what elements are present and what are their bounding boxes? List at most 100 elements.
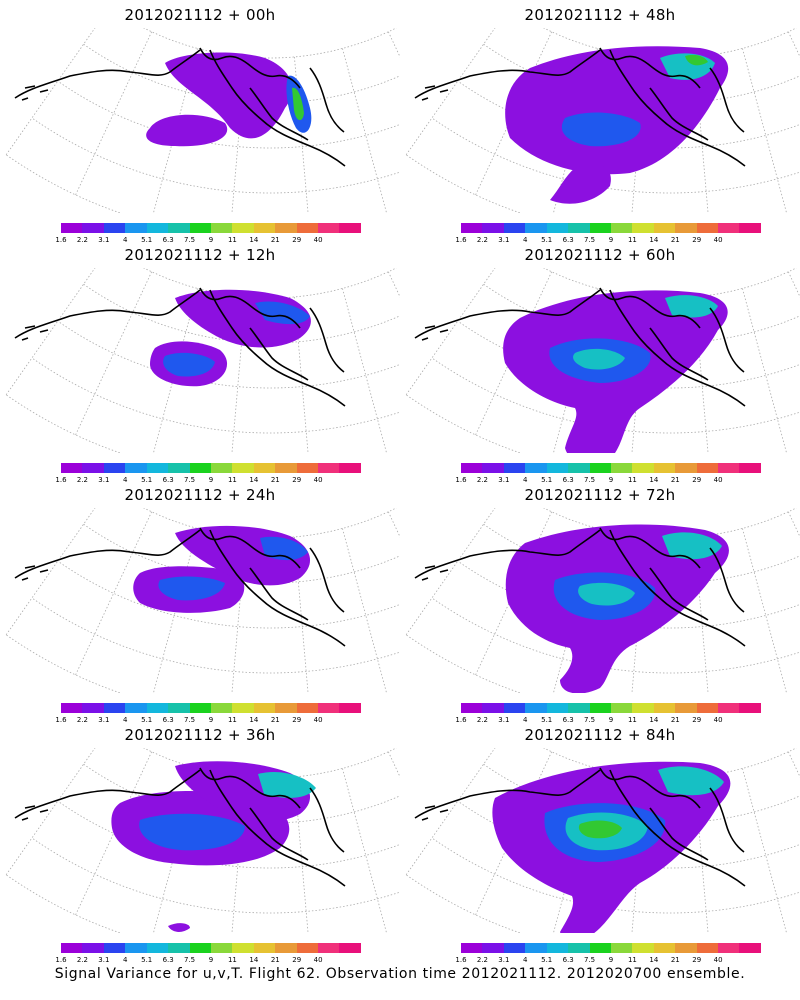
colorbar-tick-label: 21 bbox=[270, 716, 280, 724]
meridian-line bbox=[387, 271, 400, 298]
coastline bbox=[649, 327, 709, 381]
colorbar-tick-label: 29 bbox=[692, 716, 702, 724]
forecast-panel: 2012021112 + 00h 1.6 2.2 3.1 4 5.1 6.3 7.5 9 11 14… bbox=[0, 0, 400, 244]
coastline bbox=[21, 565, 49, 581]
colorbar-swatch bbox=[210, 943, 233, 953]
colorbar-tick-label: 3.1 bbox=[98, 476, 110, 484]
colorbar-swatch bbox=[568, 943, 590, 953]
colorbar-swatch bbox=[610, 703, 633, 713]
forecast-panel: 2012021112 + 36h 1.6 2.2 3.1 4 5.1 6.3 7.5 9 11 14… bbox=[0, 720, 400, 964]
colorbar-tick-label: 1.6 bbox=[455, 476, 467, 484]
variance-contour bbox=[561, 112, 641, 147]
colorbar-swatch bbox=[718, 703, 740, 713]
colorbar-swatch bbox=[718, 943, 740, 953]
colorbar-swatch bbox=[568, 703, 590, 713]
colorbar-swatch bbox=[232, 943, 254, 953]
coastline bbox=[249, 87, 309, 141]
colorbar-tick-label: 40 bbox=[713, 236, 723, 244]
colorbar-swatch bbox=[503, 943, 526, 953]
colorbar-swatch bbox=[589, 223, 611, 233]
meridian-line bbox=[5, 748, 96, 876]
colorbar-swatch bbox=[103, 703, 126, 713]
colorbar-tick-label: 21 bbox=[670, 716, 680, 724]
colorbar-swatch bbox=[318, 223, 340, 233]
colorbar-labels: 1.6 2.2 3.1 4 5.1 6.3 7.5 9 11 14 21 29 40 bbox=[55, 476, 361, 486]
meridian-line bbox=[787, 511, 800, 538]
colorbar-labels: 1.6 2.2 3.1 4 5.1 6.3 7.5 9 11 14 21 29 40 bbox=[455, 956, 761, 966]
forecast-panel: 2012021112 + 24h 1.6 2.2 3.1 4 5.1 6.3 7.5 9 11 14… bbox=[0, 480, 400, 724]
colorbar-tick-label: 6.3 bbox=[562, 956, 574, 964]
colorbar-swatch bbox=[546, 223, 569, 233]
meridian-line bbox=[405, 508, 496, 636]
colorbar-tick-label: 11 bbox=[627, 236, 637, 244]
colorbar-tick-label: 14 bbox=[249, 476, 259, 484]
colorbar-swatch bbox=[589, 943, 611, 953]
latitude-circle bbox=[543, 28, 797, 59]
polar-map bbox=[405, 508, 800, 693]
colorbar-swatch bbox=[653, 223, 676, 233]
panel-title: 2012021112 + 00h bbox=[124, 6, 276, 24]
colorbar-swatch bbox=[318, 703, 340, 713]
coastline bbox=[21, 325, 49, 341]
panel-title: 2012021112 + 12h bbox=[124, 246, 276, 264]
colorbar-tick-label: 21 bbox=[270, 956, 280, 964]
panel-title: 2012021112 + 36h bbox=[124, 726, 276, 744]
colorbar-swatch bbox=[482, 703, 504, 713]
colorbar-swatch bbox=[253, 463, 276, 473]
colorbar-tick-label: 2.2 bbox=[476, 236, 488, 244]
colorbar-swatch bbox=[503, 463, 526, 473]
coastline bbox=[249, 567, 309, 621]
colorbar-swatch bbox=[103, 223, 126, 233]
coastline bbox=[421, 85, 449, 101]
meridian-line bbox=[5, 508, 96, 636]
colorbar-tick-label: 1.6 bbox=[55, 956, 67, 964]
forecast-panel: 2012021112 + 84h 1.6 2.2 3.1 4 5.1 6.3 7.5 9 11 14… bbox=[400, 720, 800, 964]
colorbar-swatch bbox=[482, 943, 504, 953]
colorbar-tick-label: 29 bbox=[292, 236, 302, 244]
colorbar-swatch bbox=[653, 943, 676, 953]
colorbar-swatch bbox=[168, 463, 190, 473]
coastline bbox=[309, 787, 345, 853]
colorbar-tick-label: 21 bbox=[670, 956, 680, 964]
latitude-circle bbox=[405, 634, 522, 693]
variance-contour bbox=[662, 532, 722, 560]
coastline bbox=[599, 287, 701, 329]
colorbar-tick-label: 11 bbox=[227, 236, 237, 244]
colorbar-tick-label: 6.3 bbox=[562, 476, 574, 484]
coastline bbox=[199, 287, 301, 329]
colorbar-tick-label: 7.5 bbox=[583, 236, 596, 244]
colorbar bbox=[61, 703, 361, 713]
colorbar-tick-label: 21 bbox=[270, 476, 280, 484]
coastline bbox=[599, 47, 701, 89]
panel-title: 2012021112 + 60h bbox=[524, 246, 676, 264]
colorbar-swatch bbox=[339, 703, 361, 713]
variance-contour bbox=[258, 771, 316, 798]
colorbar-swatch bbox=[675, 463, 697, 473]
colorbar-swatch bbox=[339, 463, 361, 473]
latitude-circle bbox=[143, 268, 397, 299]
colorbar-swatch bbox=[125, 223, 147, 233]
colorbar-tick-label: 14 bbox=[649, 476, 659, 484]
coastline bbox=[209, 49, 346, 167]
colorbar-swatch bbox=[189, 223, 211, 233]
forecast-panel: 2012021112 + 72h 1.6 2.2 3.1 4 5.1 6.3 7.5 9 11 14… bbox=[400, 480, 800, 724]
meridian-line bbox=[75, 271, 153, 436]
colorbar-swatch bbox=[232, 223, 254, 233]
colorbar-swatch bbox=[653, 463, 676, 473]
colorbar-swatch bbox=[589, 703, 611, 713]
colorbar-swatch bbox=[296, 223, 319, 233]
colorbar-swatch bbox=[675, 223, 697, 233]
colorbar-tick-label: 4 bbox=[523, 716, 528, 724]
latitude-circle bbox=[143, 748, 397, 779]
variance-contour bbox=[163, 352, 215, 377]
coastline bbox=[414, 49, 601, 99]
colorbar-swatch bbox=[525, 463, 547, 473]
colorbar-swatch bbox=[296, 943, 319, 953]
colorbar-tick-label: 7.5 bbox=[183, 236, 196, 244]
colorbar-swatch bbox=[61, 463, 83, 473]
polar-map bbox=[5, 508, 400, 693]
colorbar-swatch bbox=[189, 943, 211, 953]
colorbar-tick-label: 14 bbox=[649, 236, 659, 244]
colorbar-swatch bbox=[568, 223, 590, 233]
colorbar-swatch bbox=[610, 943, 633, 953]
